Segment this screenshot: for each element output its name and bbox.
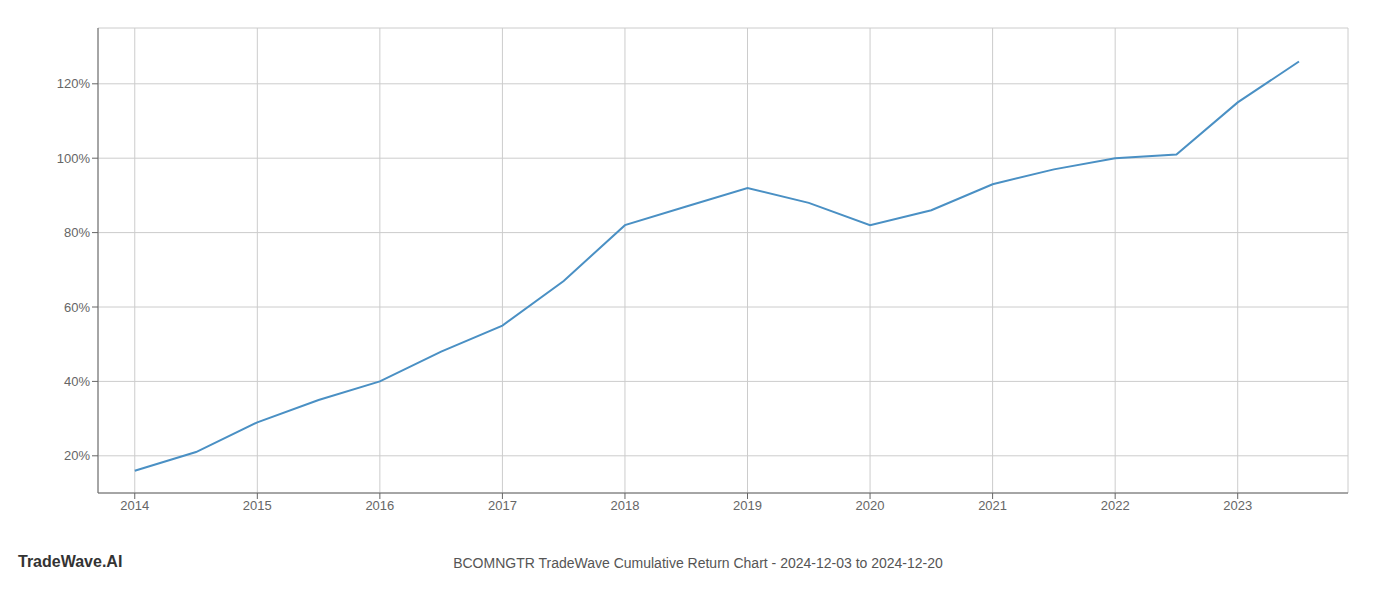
svg-text:2022: 2022 xyxy=(1101,498,1130,513)
svg-text:120%: 120% xyxy=(57,76,91,91)
svg-text:2014: 2014 xyxy=(120,498,149,513)
html-text:TradeWave.AI: TradeWave.AI xyxy=(18,553,123,570)
svg-text:2023: 2023 xyxy=(1223,498,1252,513)
svg-text:2019: 2019 xyxy=(733,498,762,513)
svg-text:80%: 80% xyxy=(64,225,90,240)
svg-text:100%: 100% xyxy=(57,151,91,166)
svg-text:20%: 20% xyxy=(64,448,90,463)
svg-text:60%: 60% xyxy=(64,300,90,315)
svg-text:40%: 40% xyxy=(64,374,90,389)
svg-text:2021: 2021 xyxy=(978,498,1007,513)
svg-text:2020: 2020 xyxy=(856,498,885,513)
html-text:BCOMNGTR TradeWave Cumulative: BCOMNGTR TradeWave Cumulative Return Cha… xyxy=(453,555,943,571)
svg-text:2017: 2017 xyxy=(488,498,517,513)
svg-text:2016: 2016 xyxy=(365,498,394,513)
svg-text:2018: 2018 xyxy=(610,498,639,513)
svg-text:2015: 2015 xyxy=(243,498,272,513)
